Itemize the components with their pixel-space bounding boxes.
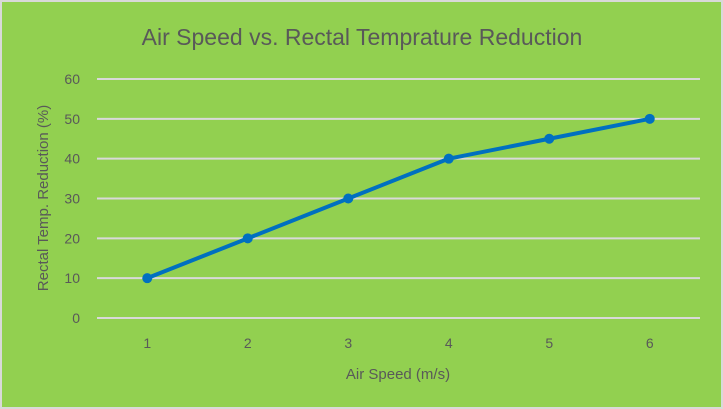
x-axis-label: Air Speed (m/s) xyxy=(346,366,450,383)
data-point xyxy=(644,113,655,124)
data-point xyxy=(242,233,253,244)
y-axis-label: Rectal Temp. Reduction (%) xyxy=(35,105,52,291)
chart-title: Air Speed vs. Rectal Temprature Reductio… xyxy=(142,24,583,50)
data-point xyxy=(544,133,555,144)
y-tick-label: 50 xyxy=(64,111,80,127)
data-point xyxy=(142,273,153,284)
x-tick-label: 3 xyxy=(344,335,352,351)
data-point xyxy=(343,193,354,204)
y-tick-label: 10 xyxy=(64,270,80,286)
series-line xyxy=(145,116,652,281)
y-tick-label: 20 xyxy=(64,230,80,246)
x-tick-label: 2 xyxy=(244,335,252,351)
y-tick-label: 60 xyxy=(64,71,80,87)
data-point xyxy=(443,153,454,164)
x-tick-label: 1 xyxy=(143,335,151,351)
y-tick-label: 40 xyxy=(64,151,80,167)
x-tick-label: 6 xyxy=(646,335,654,351)
x-tick-label: 5 xyxy=(545,335,553,351)
y-tick-label: 30 xyxy=(64,191,80,207)
y-tick-label: 0 xyxy=(72,310,80,326)
x-tick-label: 4 xyxy=(445,335,453,351)
